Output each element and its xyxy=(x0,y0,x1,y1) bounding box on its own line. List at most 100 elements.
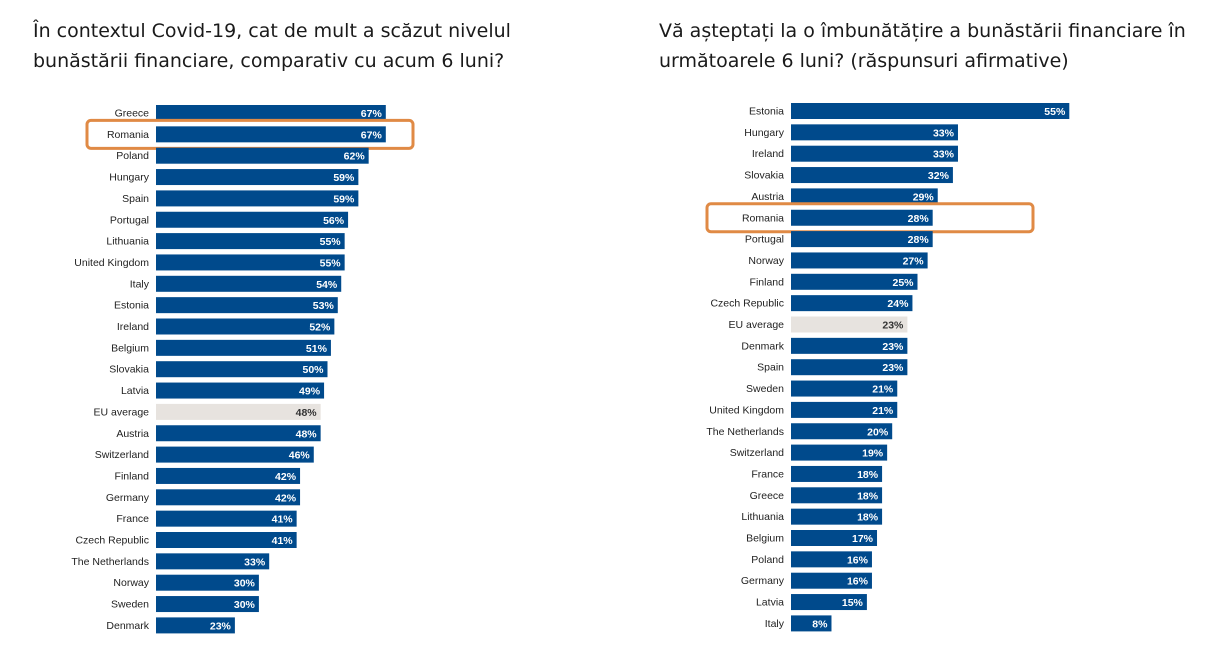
category-label-germany: Germany xyxy=(741,575,785,587)
category-label-austria: Austria xyxy=(751,191,784,203)
bar-belgium xyxy=(791,530,878,546)
category-label-sweden: Sweden xyxy=(111,599,149,611)
value-label-the-netherlands: 20% xyxy=(867,426,889,438)
value-label-czech-republic: 24% xyxy=(887,298,909,310)
bar-portugal xyxy=(791,231,933,248)
value-label-estonia: 55% xyxy=(1044,106,1066,118)
category-label-the-netherlands: The Netherlands xyxy=(706,426,784,438)
bar-austria xyxy=(791,188,938,205)
value-label-romania: 67% xyxy=(361,129,383,141)
value-label-denmark: 23% xyxy=(882,341,904,353)
bar-estonia xyxy=(156,297,338,314)
bar-poland xyxy=(791,551,872,568)
value-label-italy: 54% xyxy=(316,279,338,291)
value-label-united-kingdom: 21% xyxy=(872,405,894,417)
bar-norway xyxy=(791,252,928,269)
category-label-sweden: Sweden xyxy=(746,383,784,395)
bar-italy xyxy=(156,275,342,292)
category-label-belgium: Belgium xyxy=(111,342,149,354)
value-label-czech-republic: 41% xyxy=(272,535,294,547)
bar-slovakia xyxy=(156,361,328,378)
value-label-greece: 18% xyxy=(857,490,879,502)
bar-france xyxy=(791,465,883,482)
value-label-spain: 23% xyxy=(882,362,904,374)
bar-czech-republic xyxy=(791,295,913,312)
category-label-belgium: Belgium xyxy=(746,533,784,545)
category-label-norway: Norway xyxy=(113,577,149,589)
value-label-sweden: 21% xyxy=(872,384,894,396)
category-label-the-netherlands: The Netherlands xyxy=(71,556,149,568)
value-label-italy: 8% xyxy=(812,618,828,630)
chart-left: Greece 67% Romania 67% Poland 62% Hungary 59% Sp… xyxy=(71,105,415,634)
bar-ireland xyxy=(156,318,335,335)
value-label-poland: 16% xyxy=(847,554,869,566)
value-label-germany: 16% xyxy=(847,576,869,588)
category-label-switzerland: Switzerland xyxy=(730,447,784,459)
chart-title-left: În contextul Covid-19, cat de mult a scă… xyxy=(33,20,511,72)
category-label-italy: Italy xyxy=(765,618,785,630)
category-label-ireland: Ireland xyxy=(117,321,149,333)
bar-czech-republic xyxy=(156,532,297,548)
category-label-lithuania: Lithuania xyxy=(741,511,784,523)
category-label-spain: Spain xyxy=(757,362,784,374)
chart-right: Estonia 55% Hungary 33% Ireland 33% Slovakia 32… xyxy=(705,103,1070,632)
bar-finland xyxy=(156,467,301,484)
chart-title-right: Vă așteptați la o îmbunătățire a bunăstă… xyxy=(659,20,1186,72)
value-label-estonia: 53% xyxy=(313,300,335,312)
value-label-belgium: 17% xyxy=(852,533,874,545)
bar-germany xyxy=(156,489,301,506)
value-label-romania: 28% xyxy=(908,213,930,225)
bar-united-kingdom xyxy=(156,254,345,271)
value-label-austria: 29% xyxy=(913,191,935,203)
bar-the-netherlands xyxy=(791,423,893,440)
bar-sweden xyxy=(791,380,898,397)
value-label-spain: 59% xyxy=(333,193,355,205)
category-label-czech-republic: Czech Republic xyxy=(710,298,784,310)
category-label-poland: Poland xyxy=(116,150,149,162)
category-label-latvia: Latvia xyxy=(756,597,784,609)
bar-poland xyxy=(156,147,369,164)
bar-lithuania xyxy=(791,508,883,525)
bar-greece xyxy=(156,105,386,121)
category-label-poland: Poland xyxy=(751,554,784,566)
value-label-finland: 42% xyxy=(275,471,297,483)
bar-finland xyxy=(791,273,918,290)
category-label-germany: Germany xyxy=(106,492,150,504)
bar-the-netherlands xyxy=(156,553,270,570)
value-label-latvia: 15% xyxy=(842,597,864,609)
category-label-denmark: Denmark xyxy=(741,340,784,352)
value-label-norway: 27% xyxy=(903,255,925,267)
category-label-spain: Spain xyxy=(122,193,149,205)
value-label-portugal: 56% xyxy=(323,215,345,227)
bar-portugal xyxy=(156,211,349,228)
category-label-romania: Romania xyxy=(107,129,149,141)
category-label-slovakia: Slovakia xyxy=(744,170,784,182)
category-label-greece: Greece xyxy=(750,490,785,502)
value-label-hungary: 59% xyxy=(333,172,355,184)
value-label-eu-average: 23% xyxy=(882,320,904,332)
category-label-romania: Romania xyxy=(742,212,784,224)
category-label-united-kingdom: United Kingdom xyxy=(74,257,149,269)
bar-austria xyxy=(156,425,321,442)
bar-ireland xyxy=(791,145,958,162)
value-label-sweden: 30% xyxy=(234,599,256,611)
category-label-united-kingdom: United Kingdom xyxy=(709,404,784,416)
value-label-hungary: 33% xyxy=(933,127,955,139)
bar-slovakia xyxy=(791,167,953,184)
value-label-united-kingdom: 55% xyxy=(320,257,342,269)
bar-denmark xyxy=(156,617,235,634)
category-label-eu-average: EU average xyxy=(729,319,785,331)
bar-norway xyxy=(156,574,259,591)
category-label-france: France xyxy=(751,468,784,480)
bar-denmark xyxy=(791,337,908,354)
category-label-norway: Norway xyxy=(748,255,784,267)
value-label-switzerland: 46% xyxy=(289,450,311,462)
category-label-czech-republic: Czech Republic xyxy=(75,535,149,547)
category-label-denmark: Denmark xyxy=(106,620,149,632)
category-label-portugal: Portugal xyxy=(110,214,149,226)
category-label-austria: Austria xyxy=(116,428,149,440)
value-label-france: 41% xyxy=(272,514,294,526)
bar-switzerland xyxy=(156,446,314,463)
value-label-portugal: 28% xyxy=(908,234,930,246)
value-label-poland: 62% xyxy=(344,151,366,163)
